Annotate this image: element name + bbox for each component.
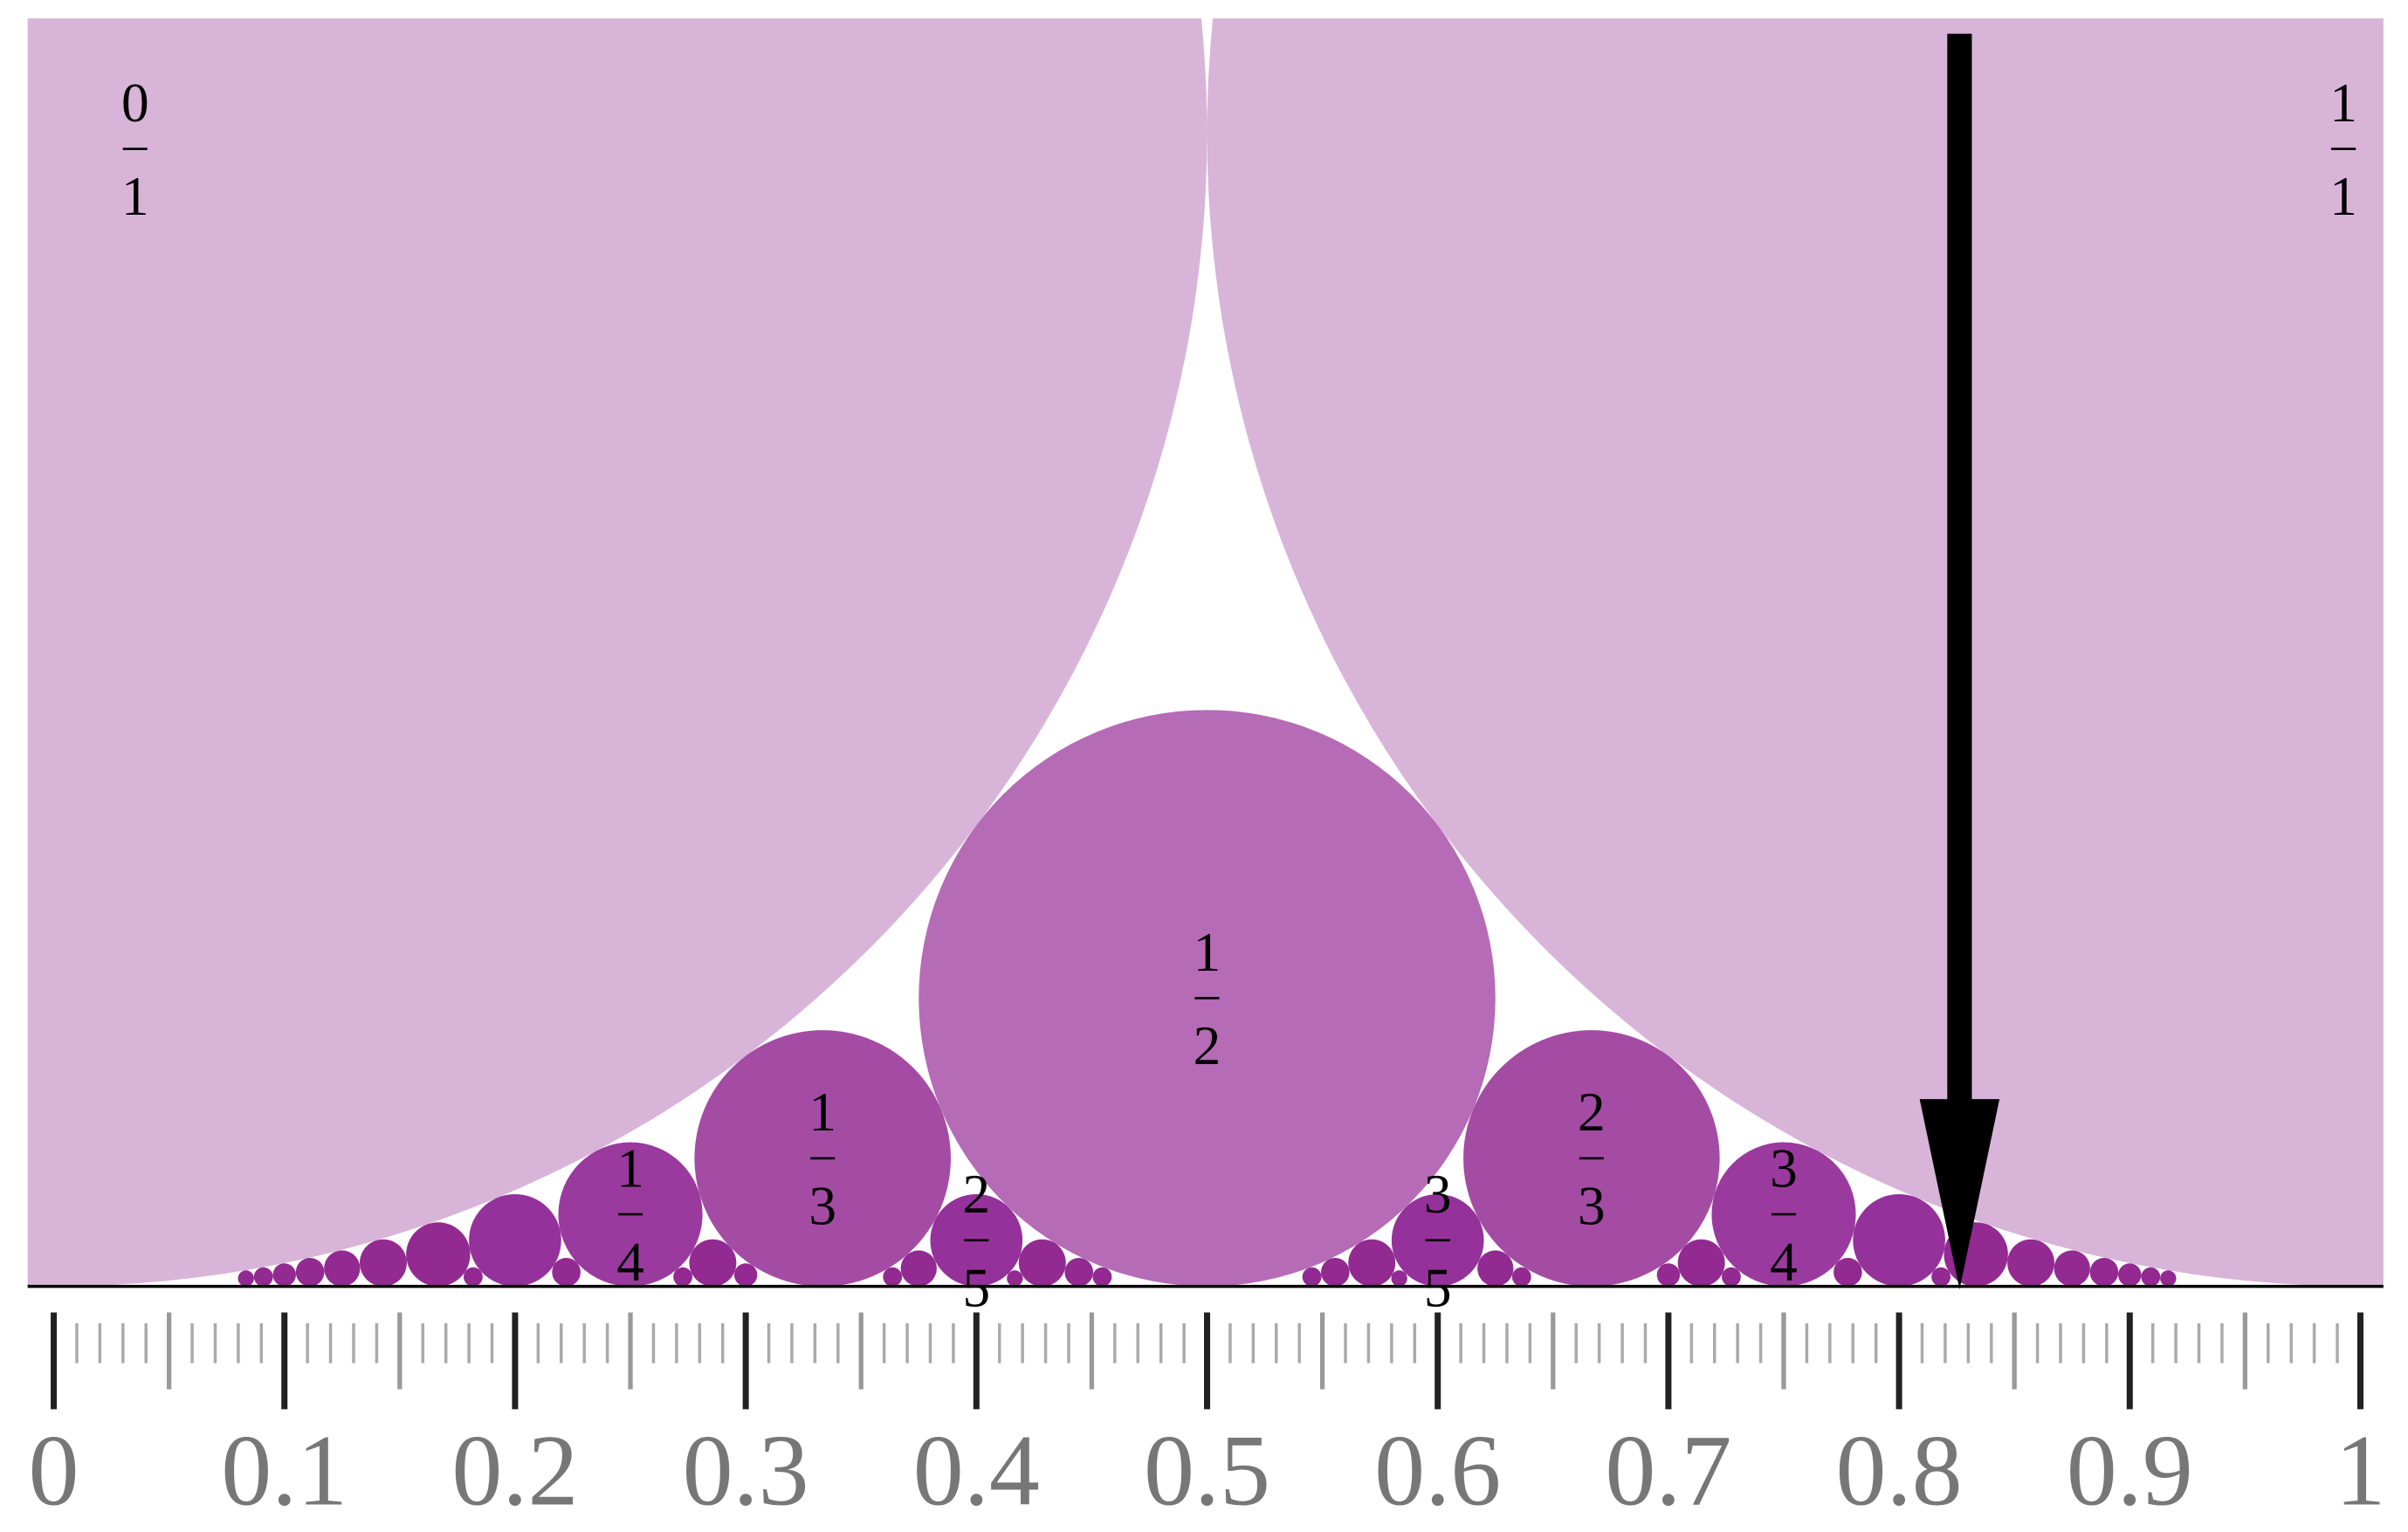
ford-circle (1511, 1267, 1531, 1287)
ford-circle (1656, 1263, 1681, 1287)
numerator: 1 (616, 1137, 644, 1199)
numerator: 3 (1770, 1137, 1798, 1199)
ford-circle (1348, 1239, 1396, 1287)
numerator: 1 (1194, 922, 1221, 983)
ruler: 0 0.1 0.2 0.3 0.4 0.5 0.6 0.7 0.8 0.9 1 (29, 1312, 2385, 1527)
tick-label: 0.8 (1836, 1415, 1963, 1527)
ford-circle (360, 1239, 407, 1287)
ford-circle (1853, 1193, 1945, 1287)
numerator: 2 (962, 1164, 990, 1225)
denominator: 4 (1770, 1232, 1798, 1293)
tick-label: 0.9 (2067, 1415, 2193, 1527)
arrow-shaft (1947, 33, 1972, 1109)
ford-circle (1207, 18, 2384, 1287)
ford-circle (1064, 1258, 1094, 1287)
numerator: 1 (808, 1082, 836, 1143)
tick-label: 0.6 (1374, 1415, 1501, 1527)
tick-label: 0.1 (221, 1415, 347, 1527)
ford-circle (1391, 1270, 1407, 1287)
denominator: 1 (121, 166, 149, 227)
ford-circle (253, 1267, 273, 1287)
tick-label: 0.4 (913, 1415, 1040, 1527)
ford-circle (2118, 1263, 2142, 1287)
tick-label: 1 (2335, 1415, 2385, 1527)
ford-circle (552, 1258, 581, 1287)
denominator: 3 (1578, 1176, 1606, 1237)
ford-circle (469, 1193, 561, 1287)
numerator: 3 (1424, 1164, 1452, 1225)
ford-circle (883, 1267, 903, 1287)
ford-circle (2141, 1267, 2161, 1287)
ford-circle (1834, 1258, 1862, 1287)
ford-circle (324, 1250, 361, 1287)
denominator: 1 (2329, 166, 2357, 227)
ford-circle (2089, 1258, 2119, 1287)
numerator: 2 (1578, 1082, 1606, 1143)
ford-circle (689, 1239, 737, 1287)
ford-circle (295, 1258, 325, 1287)
ford-circle (2007, 1239, 2055, 1287)
ford-circle (673, 1267, 693, 1287)
denominator: 4 (616, 1232, 644, 1293)
ford-circle (900, 1250, 937, 1287)
tick-label: 0.2 (451, 1415, 578, 1527)
ford-circle (2054, 1250, 2090, 1287)
ford-circle (1092, 1267, 1112, 1287)
ford-circle (1677, 1239, 1725, 1287)
tick-label: 0.3 (683, 1415, 809, 1527)
tick-label: 0 (29, 1415, 79, 1527)
ford-circle (272, 1263, 296, 1287)
tick-label: 0.7 (1605, 1415, 1731, 1527)
denominator: 5 (1424, 1257, 1452, 1318)
ford-circle (27, 18, 1207, 1287)
denominator: 2 (1194, 1015, 1221, 1076)
ford-circle (1018, 1239, 1066, 1287)
ford-circle (2160, 1270, 2177, 1287)
denominator: 3 (808, 1176, 836, 1237)
ford-circle (1722, 1267, 1741, 1287)
ford-circle (1320, 1258, 1350, 1287)
ford-circle (733, 1263, 758, 1287)
ford-circle (1931, 1267, 1951, 1287)
denominator: 5 (962, 1257, 990, 1318)
ford-circle (406, 1222, 471, 1287)
fraction-labels: 0 1 1 1 1 2 1 3 2 3 1 4 3 4 2 5 3 5 (121, 72, 2357, 1318)
ford-circle (463, 1267, 483, 1287)
tick-label: 0.5 (1144, 1415, 1270, 1527)
ford-circle (1007, 1270, 1023, 1287)
ford-circle (237, 1270, 254, 1287)
numerator: 1 (2329, 72, 2357, 134)
outer-circles (27, 18, 2384, 1287)
arrow-head (1919, 1099, 2000, 1290)
ford-circle (1302, 1267, 1322, 1287)
ford-circle (1477, 1250, 1514, 1287)
numerator: 0 (121, 72, 149, 134)
